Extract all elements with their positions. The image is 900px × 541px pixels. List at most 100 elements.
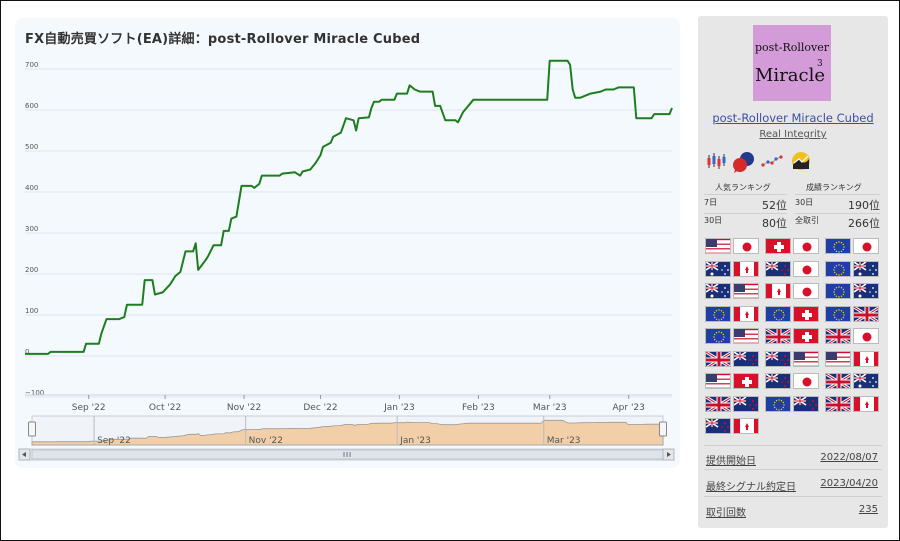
x-tick-label: Apr '23 (613, 403, 645, 413)
us-flag-icon (793, 350, 819, 367)
jp-flag-icon (853, 328, 879, 344)
navigator-tick-label: Mar '23 (547, 436, 581, 446)
currency-pair-gb-ch[interactable] (765, 328, 821, 344)
divider (704, 469, 882, 470)
currency-pair-eu-au[interactable] (825, 283, 881, 299)
currency-pair-nz-jp[interactable] (765, 260, 821, 277)
currency-pair-au-us[interactable] (705, 283, 761, 299)
jp-flag-icon (733, 238, 759, 254)
x-tick-label: Oct '22 (149, 403, 181, 413)
currency-pair-gb-nz[interactable] (705, 350, 761, 367)
y-tick-label: 200 (25, 266, 38, 274)
logo-line2: Miracle (755, 65, 826, 86)
nz-flag-icon (765, 373, 791, 389)
au-flag-icon (853, 373, 879, 389)
currency-pair-us-ch[interactable] (705, 373, 761, 389)
x-tick-label: Feb '23 (462, 403, 495, 413)
eu-flag-icon (825, 238, 851, 254)
currency-pair-eu-gb[interactable] (825, 305, 881, 322)
nz-flag-icon (765, 260, 791, 277)
currency-pair-nz-jp[interactable] (765, 373, 821, 389)
currency-pair-gb-au[interactable] (825, 373, 881, 389)
eu-flag-icon (825, 283, 851, 299)
au-flag-icon (853, 283, 879, 299)
eu-flag-icon (705, 305, 731, 322)
divider (704, 194, 787, 195)
nz-flag-icon (733, 395, 759, 412)
currency-pair-nz-us[interactable] (765, 350, 821, 367)
x-tick-label: Jan '23 (383, 403, 415, 413)
eu-flag-icon (765, 395, 791, 412)
jp-flag-icon (793, 238, 819, 254)
ca-flag-icon (853, 395, 879, 412)
ch-flag-icon (793, 328, 819, 344)
currency-pair-eu-ch[interactable] (765, 305, 821, 322)
gb-flag-icon (825, 328, 851, 344)
gb-flag-icon (825, 395, 851, 412)
currency-pair-eu-us[interactable] (705, 328, 761, 344)
us-flag-icon (705, 238, 731, 254)
eu-flag-icon (765, 305, 791, 322)
dot-line-icon (761, 151, 783, 171)
gb-flag-icon (825, 373, 851, 389)
popularity-row-7d: 7日 52位 (704, 198, 787, 212)
y-tick-label: 600 (25, 102, 38, 110)
currency-pair-gb-ca[interactable] (825, 395, 881, 412)
y-tick-label: 0 (25, 348, 29, 356)
x-tick-label: Nov '22 (227, 403, 261, 413)
navigator-tick-label: Sep '22 (97, 436, 131, 446)
performance-row-30d: 30日 190位 (795, 198, 880, 212)
divider (795, 194, 880, 195)
ch-flag-icon (733, 373, 759, 389)
ca-flag-icon (853, 350, 879, 367)
gb-flag-icon (765, 328, 791, 344)
scroll-left-arrow-icon (22, 452, 26, 457)
currency-pair-nz-ca[interactable] (705, 418, 761, 434)
currency-pair-ch-jp[interactable] (765, 238, 821, 254)
divider (704, 496, 882, 497)
navigator-tick-label: Jan '23 (399, 436, 431, 446)
currency-pair-eu-nz[interactable] (765, 395, 821, 412)
au-flag-icon (705, 260, 731, 277)
gb-flag-icon (705, 350, 731, 367)
ch-flag-icon (765, 238, 791, 254)
ea-sidebar: post-Rollover Miracle 3 post-Rollover Mi… (698, 16, 888, 528)
currency-pair-us-ca[interactable] (825, 350, 881, 367)
chat-bubbles-icon (732, 151, 754, 173)
us-flag-icon (825, 350, 851, 367)
nz-flag-icon (793, 395, 819, 412)
navigator-area (31, 419, 664, 446)
nz-flag-icon (765, 350, 791, 367)
divider (704, 213, 787, 214)
x-tick-label: Dec '22 (303, 403, 337, 413)
y-tick-label: 400 (25, 184, 38, 192)
navigator-tick-label: Nov '22 (249, 436, 283, 446)
ea-logo[interactable]: post-Rollover Miracle 3 (753, 25, 831, 101)
jp-flag-icon (793, 373, 819, 389)
logo-line1: post-Rollover (755, 41, 829, 54)
currency-pair-gb-jp[interactable] (825, 328, 881, 344)
currency-pair-eu-au[interactable] (825, 260, 881, 277)
popularity-row-30d: 30日 80位 (704, 216, 787, 230)
y-tick-label: 300 (25, 225, 38, 233)
currency-pair-au-ca[interactable] (705, 260, 761, 277)
currency-pair-ca-jp[interactable] (765, 283, 821, 299)
y-tick-label: −100 (25, 389, 44, 397)
price-chart: 700 600 500 400 300 200 100 0 −100 Sep '22 Oct '22… (18, 59, 675, 461)
navigator-handle (659, 421, 667, 437)
gb-flag-icon (705, 395, 731, 412)
jp-flag-icon (853, 238, 879, 254)
us-flag-icon (733, 328, 759, 344)
currency-pair-eu-ca[interactable] (705, 305, 761, 322)
popularity-ranking-title: 人気ランキング (715, 183, 771, 192)
eu-flag-icon (705, 328, 731, 344)
ea-name-link[interactable]: post-Rollover Miracle Cubed (712, 111, 874, 125)
ca-flag-icon (733, 305, 759, 322)
wave-sun-icon (790, 151, 812, 171)
ca-flag-icon (733, 418, 759, 434)
currency-pair-eu-jp[interactable] (825, 238, 881, 254)
currency-pair-us-jp[interactable] (705, 238, 761, 254)
developer-link[interactable]: Real Integrity (759, 129, 827, 140)
divider (704, 445, 882, 446)
currency-pair-gb-nz[interactable] (705, 395, 761, 412)
